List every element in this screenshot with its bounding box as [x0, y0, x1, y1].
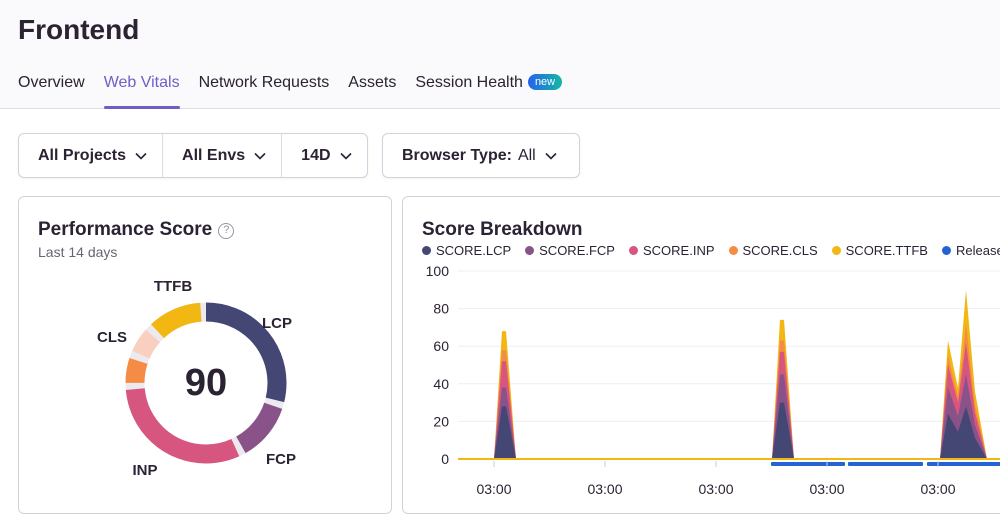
x-tick-label: 03:00: [809, 481, 844, 497]
y-tick-label: 60: [433, 338, 449, 354]
ring-label-lcp[interactable]: LCP: [262, 315, 292, 332]
legend-item-score-ttfb[interactable]: SCORE.TTFB: [831, 243, 928, 258]
page-filter-bar: All Projects All Envs 14D: [18, 133, 368, 178]
y-tick-label: 0: [441, 451, 449, 467]
project-filter[interactable]: All Projects: [19, 134, 164, 177]
legend-label: SCORE.CLS: [742, 243, 818, 258]
legend-marker: [941, 246, 951, 255]
tab-assets[interactable]: Assets: [348, 74, 397, 91]
legend-label: Releases: [955, 243, 1000, 258]
performance-score-subtitle: Last 14 days: [38, 244, 118, 260]
score-breakdown-chart: 0 20 40 60 80 100 03:00 03:00 03:00 03:00 03:00: [426, 263, 1000, 497]
legend-marker: [628, 246, 638, 255]
new-badge: new: [527, 74, 563, 90]
legend-label: SCORE.FCP: [539, 243, 615, 258]
y-tick-label: 80: [433, 301, 449, 317]
ring-label-inp[interactable]: INP: [132, 462, 157, 479]
score-breakdown-title: Score Breakdown: [422, 219, 583, 240]
x-tick-label: 03:00: [476, 481, 511, 497]
area-score-lcp: [494, 406, 516, 459]
x-tick-label: 03:00: [698, 481, 733, 497]
tab-overview[interactable]: Overview: [18, 74, 85, 91]
legend-marker: [831, 246, 841, 255]
date-range-filter[interactable]: 14D: [282, 134, 366, 177]
ring-label-ttfb[interactable]: TTFB: [154, 278, 192, 295]
performance-score-title-text: Performance Score: [38, 219, 213, 240]
environment-filter[interactable]: All Envs: [163, 134, 283, 177]
tab-session-health-label: Session Health: [415, 74, 523, 91]
legend-marker: [422, 246, 431, 255]
date-range-label: 14D: [301, 146, 331, 164]
chart-legend: SCORE.LCP SCORE.FCP SCORE.INP SCORE.CLS …: [422, 243, 1000, 258]
legend-item-score-inp[interactable]: SCORE.INP: [628, 243, 715, 258]
page-title: Frontend: [18, 14, 140, 45]
legend-label: SCORE.INP: [642, 243, 715, 258]
chevron-down-icon: [339, 152, 352, 160]
tab-network-requests[interactable]: Network Requests: [198, 74, 330, 91]
chevron-down-icon: [545, 152, 557, 160]
browser-type-value: All: [517, 146, 536, 164]
legend-marker: [525, 246, 535, 255]
tab-bar: Overview Web Vitals Network Requests Ass…: [18, 74, 581, 109]
tab-web-vitals[interactable]: Web Vitals: [103, 74, 180, 109]
chevron-down-icon: [135, 152, 147, 160]
area-score-lcp: [940, 406, 987, 459]
project-filter-label: All Projects: [38, 146, 127, 164]
performance-score-ring: 90 LCP FCP INP CLS TTFB: [97, 278, 296, 479]
performance-score-panel: Performance Score? Last 14 days 90 LCP F…: [18, 196, 392, 514]
y-tick-label: 40: [433, 376, 449, 392]
legend-item-score-lcp[interactable]: SCORE.LCP: [422, 243, 511, 258]
chevron-down-icon: [254, 152, 266, 160]
area-score-lcp: [772, 402, 794, 459]
legend-item-score-fcp[interactable]: SCORE.FCP: [525, 243, 615, 258]
ring-segment-lcp[interactable]: [125, 302, 287, 464]
y-tick-label: 20: [433, 413, 449, 429]
legend-marker: [728, 246, 738, 255]
ring-segment-inp[interactable]: [125, 302, 287, 464]
x-tick-label: 03:00: [587, 481, 622, 497]
page-header: Frontend Overview Web Vitals Network Req…: [0, 0, 1000, 109]
y-tick-label: 100: [426, 263, 450, 279]
tab-session-health[interactable]: Session Health new: [415, 74, 563, 109]
legend-label: SCORE.LCP: [436, 243, 512, 258]
environment-filter-label: All Envs: [182, 146, 246, 164]
help-icon[interactable]: ?: [218, 223, 235, 239]
performance-score-value: 90: [185, 362, 227, 404]
release-bar[interactable]: [771, 462, 845, 466]
legend-item-releases[interactable]: Releases: [941, 243, 1000, 258]
x-tick-label: 03:00: [920, 481, 955, 497]
ring-label-fcp[interactable]: FCP: [266, 451, 296, 468]
performance-score-title: Performance Score?: [38, 219, 235, 241]
legend-item-score-cls[interactable]: SCORE.CLS: [728, 243, 818, 258]
browser-type-label: Browser Type:: [402, 146, 512, 164]
legend-label: SCORE.TTFB: [845, 243, 928, 258]
release-bar[interactable]: [927, 462, 1000, 466]
ring-label-cls[interactable]: CLS: [97, 329, 127, 346]
score-breakdown-panel: Score Breakdown SCORE.LCP SCORE.FCP SCOR…: [402, 196, 1000, 514]
browser-type-filter[interactable]: Browser Type: All: [382, 133, 580, 178]
release-bar[interactable]: [848, 462, 923, 466]
